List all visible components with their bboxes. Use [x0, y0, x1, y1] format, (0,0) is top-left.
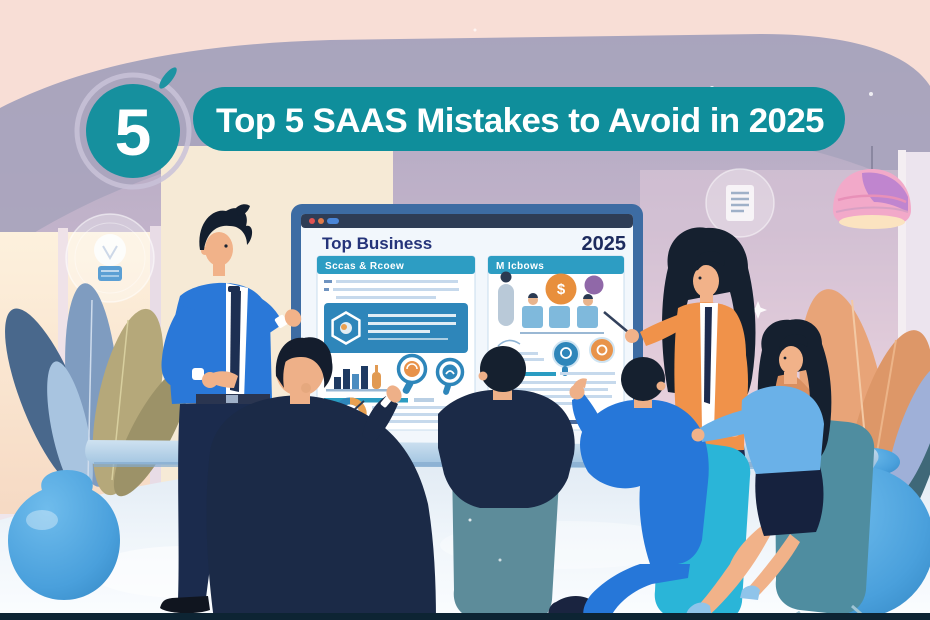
window-dot-red — [309, 218, 315, 224]
bottom-border — [0, 613, 930, 620]
right-window-frame — [898, 150, 906, 480]
seated-man-navy-left — [206, 337, 436, 620]
screen-year: 2025 — [582, 233, 627, 255]
screen-left-panel: Sccas & Rcoew — [316, 255, 476, 431]
window-titlebar — [301, 214, 633, 228]
number-badge: 5 — [74, 67, 192, 190]
seated-woman — [684, 319, 875, 620]
pointer-stick — [603, 311, 629, 333]
magnifier-badge-orange — [396, 353, 428, 394]
magnifier-badge-orange — [589, 337, 615, 363]
screen-right-panel: M Icbows $ — [487, 255, 625, 431]
badge-number: 5 — [115, 95, 152, 169]
window-dot-orange — [318, 218, 324, 224]
badge-stem — [159, 67, 177, 89]
window-dot-blue — [327, 218, 339, 224]
presentation-screen: Top Business 2025 Sccas & Rcoew — [291, 204, 643, 456]
ceiling-band — [0, 0, 930, 108]
left-plant — [5, 283, 191, 600]
left-panel-header: Sccas & Rcoew — [325, 261, 404, 272]
pendant-lamp — [833, 146, 911, 229]
dollar-symbol: $ — [557, 281, 566, 298]
screen-title: Top Business — [322, 234, 432, 253]
title-banner: Top 5 SAAS Mistakes to Avoid in 2025 — [193, 87, 845, 151]
lightbulb-icon — [65, 213, 155, 303]
banner-title: Top 5 SAAS Mistakes to Avoid in 2025 — [216, 102, 824, 140]
ceiling-shadow — [0, 20, 930, 255]
mini-bar-chart — [326, 365, 392, 392]
seated-man-navy-center — [438, 346, 575, 620]
right-panel-header: M Icbows — [496, 261, 544, 272]
dollar-circle — [545, 273, 577, 305]
magnifier-badge-blue — [552, 340, 580, 376]
document-icon — [705, 168, 775, 238]
magnifier-badge-blue — [435, 357, 465, 395]
